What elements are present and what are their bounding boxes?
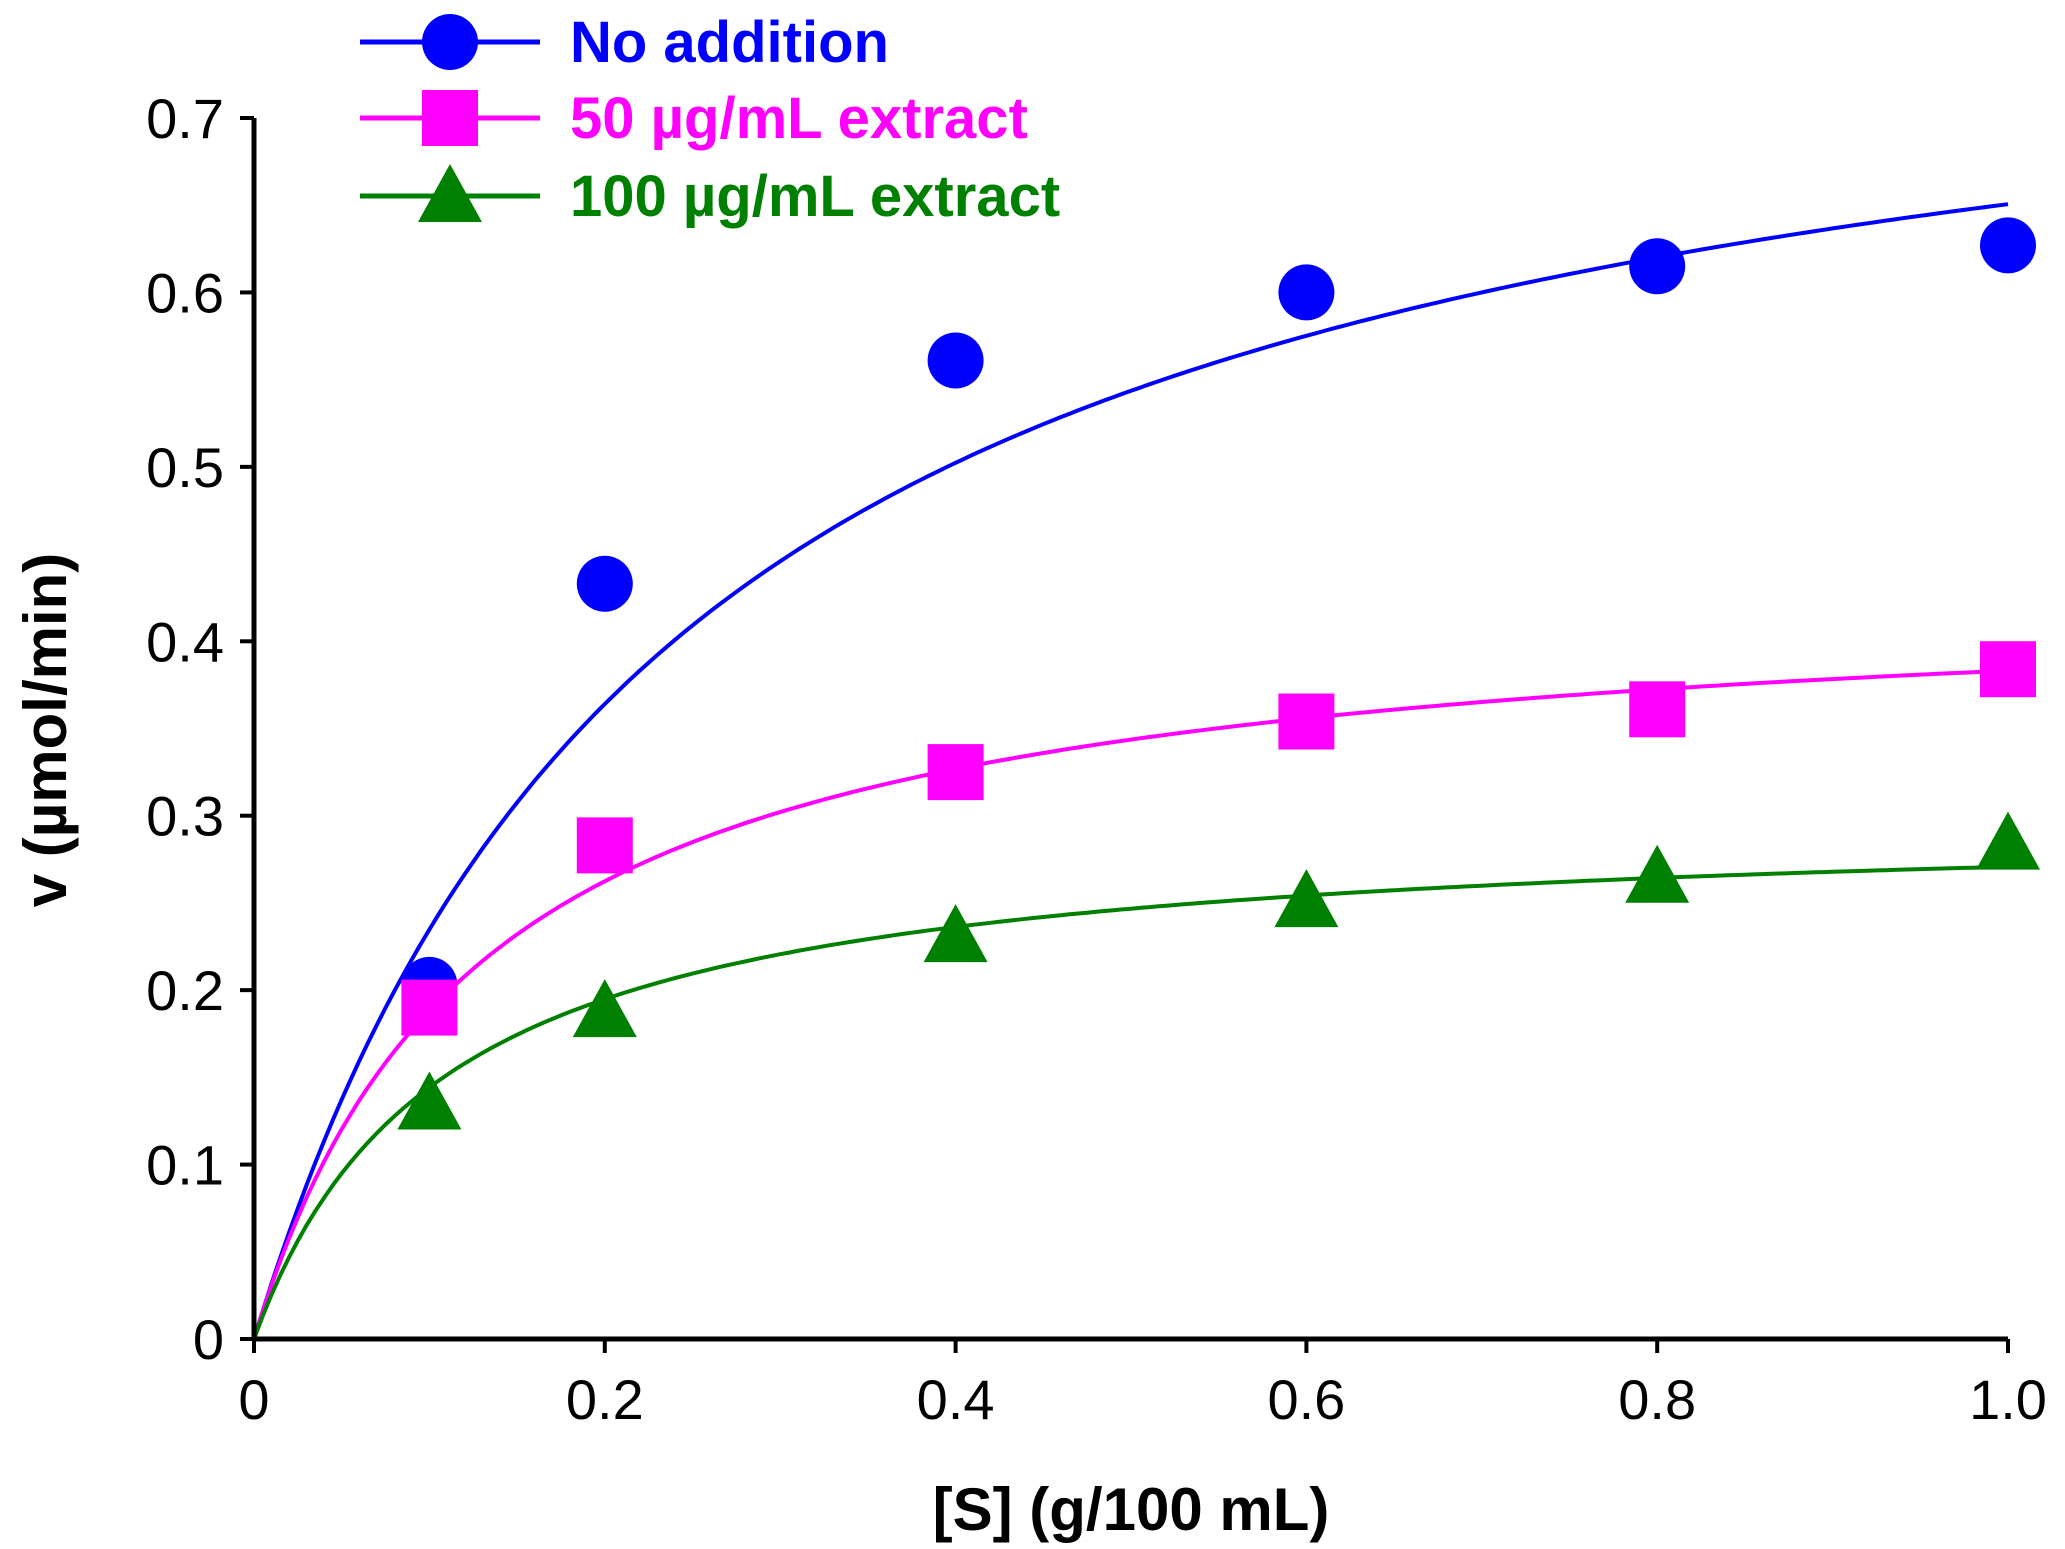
data-point — [923, 904, 988, 963]
x-tick-label: 0.6 — [1267, 1368, 1345, 1431]
data-points — [397, 217, 2040, 1130]
data-point — [1278, 264, 1335, 321]
y-tick-label: 0 — [193, 1308, 224, 1371]
data-point — [1976, 811, 2040, 870]
y-tick-label: 0.7 — [146, 87, 224, 150]
ticks: 0 0.2 0.4 0.6 0.8 1.0 0 0.1 0.2 0.3 0.4 0.5 0.6 0.7 — [146, 87, 2047, 1431]
legend-marker — [418, 164, 482, 222]
legend-marker — [422, 90, 478, 146]
data-point — [1629, 238, 1686, 295]
data-point — [397, 1071, 462, 1130]
data-point — [572, 979, 637, 1038]
data-point — [1274, 869, 1339, 928]
fit-curves — [252, 202, 2009, 1340]
legend-item-3: 100 µg/mL extract — [360, 164, 1060, 229]
x-tick-label: 0 — [238, 1368, 269, 1431]
y-axis-title: v (µmol/min) — [12, 553, 79, 908]
series-2-points — [401, 641, 2036, 1036]
data-point — [576, 817, 633, 874]
data-point — [927, 744, 984, 801]
data-point — [1629, 681, 1686, 738]
y-tick-label: 0.5 — [146, 436, 224, 499]
x-tick-label: 0.2 — [566, 1368, 644, 1431]
y-tick-label: 0.2 — [146, 959, 224, 1022]
legend-item-1: No addition — [360, 10, 889, 75]
series-3-points — [397, 811, 2040, 1130]
fit-curve-series-1 — [252, 202, 2009, 1340]
axes — [251, 118, 2008, 1342]
legend-label: 100 µg/mL extract — [570, 164, 1060, 229]
fit-curve-series-2 — [252, 668, 2009, 1340]
x-tick-label: 1.0 — [1969, 1368, 2047, 1431]
legend-label: 50 µg/mL extract — [570, 86, 1028, 151]
data-point — [1980, 641, 2036, 698]
x-tick-label: 0.4 — [917, 1368, 995, 1431]
x-axis-title: [S] (g/100 mL) — [933, 1476, 1330, 1543]
x-tick-label: 0.8 — [1618, 1368, 1696, 1431]
fit-curve-series-3 — [252, 864, 2009, 1340]
data-point — [401, 979, 458, 1036]
series-1-points — [401, 217, 2036, 1013]
legend-marker — [422, 14, 478, 70]
legend-item-2: 50 µg/mL extract — [360, 86, 1028, 151]
legend: No addition 50 µg/mL extract 100 µg/mL ext… — [360, 10, 1060, 229]
y-tick-label: 0.4 — [146, 610, 224, 673]
data-point — [1278, 693, 1335, 750]
y-tick-label: 0.1 — [146, 1134, 224, 1197]
data-point — [1980, 217, 2036, 274]
data-point — [927, 332, 984, 389]
data-point — [1625, 844, 1690, 903]
y-tick-label: 0.6 — [146, 261, 224, 324]
legend-label: No addition — [570, 10, 889, 75]
data-point — [576, 555, 633, 612]
y-tick-label: 0.3 — [146, 785, 224, 848]
